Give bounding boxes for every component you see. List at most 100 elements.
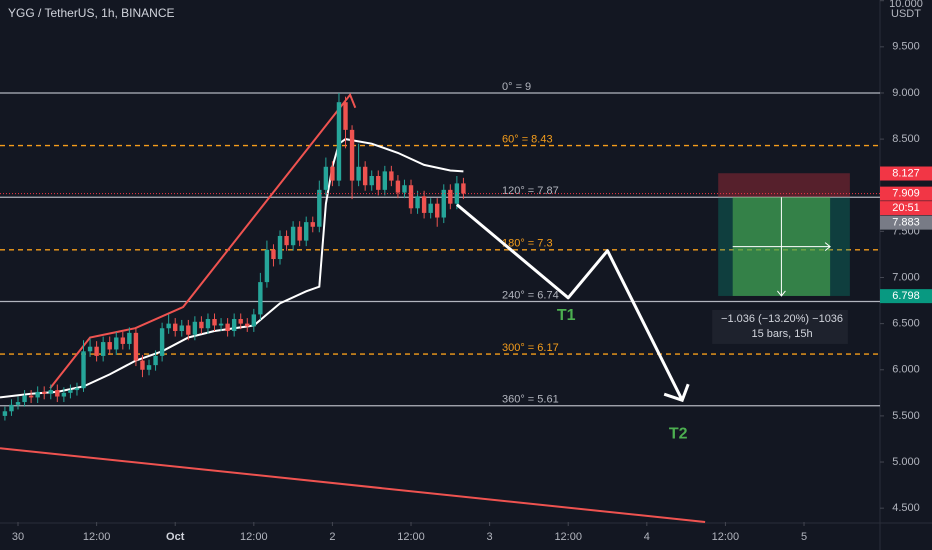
price-tag-label: 20:51 <box>892 202 920 214</box>
y-tick-label: 6.500 <box>892 318 920 330</box>
target-label: T1 <box>557 307 576 324</box>
candle-body <box>277 235 283 260</box>
x-tick-label: 12:00 <box>397 531 425 543</box>
trendline <box>0 447 706 523</box>
candle-body <box>415 196 420 209</box>
fib-label: 240° = 6.74 <box>502 289 559 301</box>
x-tick-label: 4 <box>644 531 650 543</box>
price-tag <box>880 215 932 230</box>
y-tick-label: 10.000 <box>889 0 923 10</box>
price-tag <box>880 201 932 216</box>
y-tick-label: 5.500 <box>892 410 920 422</box>
x-tick-label: 2 <box>329 531 335 543</box>
fib-label: 120° = 7.87 <box>502 185 559 197</box>
candle-body <box>284 235 289 246</box>
candle-body <box>310 222 315 227</box>
candle-body <box>290 226 296 246</box>
price-tag-label: 8.127 <box>892 167 920 179</box>
candle-body <box>264 249 270 283</box>
candle-body <box>441 189 446 218</box>
y-tick-label: 9.000 <box>892 87 920 99</box>
candle-body <box>15 402 21 405</box>
x-tick-label: 12:00 <box>712 531 740 543</box>
candle-body <box>120 337 126 344</box>
y-tick-label: 9.500 <box>892 41 920 53</box>
candle-body <box>22 395 27 403</box>
candle-body <box>192 321 198 335</box>
candle-body <box>343 102 348 130</box>
candle-body <box>448 189 453 204</box>
candle-body <box>323 166 329 190</box>
candle-body <box>55 390 60 397</box>
candle-body <box>225 323 230 332</box>
candle-body <box>461 183 466 194</box>
x-tick-label: 5 <box>801 531 807 543</box>
candle-body <box>402 185 407 193</box>
candle-body <box>376 176 381 190</box>
candle-body <box>81 351 86 389</box>
candle-body <box>133 332 139 361</box>
x-tick-label: 12:00 <box>240 531 268 543</box>
projection <box>455 203 684 401</box>
x-tick-label: 3 <box>487 531 493 543</box>
candle-body <box>369 176 374 186</box>
candle-body <box>74 388 80 391</box>
candle-body <box>199 321 204 329</box>
candle-body <box>48 390 53 394</box>
candle-body <box>28 395 34 398</box>
candle-body <box>408 185 414 209</box>
candle-body <box>389 171 394 181</box>
candle-body <box>9 404 14 412</box>
price-tag-label: 7.909 <box>892 188 920 200</box>
candle-body <box>317 189 322 227</box>
candle-body <box>107 342 112 350</box>
candle-body <box>140 360 145 370</box>
y-tick-label: 7.000 <box>892 271 920 283</box>
fib-label: 360° = 5.61 <box>502 394 559 406</box>
candle-body <box>100 342 106 356</box>
position-info-box <box>712 309 848 344</box>
price-tag-label: 6.798 <box>892 290 920 302</box>
y-tick-label: 6.000 <box>892 364 920 376</box>
fib-label: 0° = 9 <box>502 81 531 93</box>
candle-body <box>35 391 40 398</box>
candle-body <box>42 391 47 394</box>
price-unit: USDT <box>891 8 921 20</box>
candle-body <box>395 180 401 193</box>
candle-body <box>238 319 243 324</box>
y-tick-label: 5.000 <box>892 456 920 468</box>
candle-body <box>68 390 73 393</box>
candle-body <box>166 323 171 329</box>
candle-body <box>382 171 388 190</box>
chart-title: YGG / TetherUS, 1h, BINANCE <box>8 6 175 20</box>
x-tick-label: 30 <box>12 531 24 543</box>
candle-body <box>336 102 342 181</box>
candle-body <box>179 325 184 332</box>
candle-body <box>2 411 8 416</box>
x-tick-label: 12:00 <box>83 531 111 543</box>
price-tag <box>880 186 932 201</box>
fib-label: 300° = 6.17 <box>502 342 559 354</box>
candle-body <box>173 323 178 332</box>
projection-arrow-head <box>663 383 690 403</box>
price-tag-label: 7.883 <box>892 217 920 229</box>
candle-body <box>218 323 224 326</box>
candle-body <box>114 337 119 350</box>
price-tag <box>880 289 932 304</box>
candle-body <box>428 203 433 213</box>
candle-body <box>127 332 132 344</box>
candle-body <box>87 346 93 352</box>
moving-average <box>0 138 464 399</box>
candle-body <box>297 226 302 241</box>
price-tag <box>880 166 932 181</box>
candle-body <box>159 328 165 356</box>
candle-body <box>186 325 191 335</box>
position-info: 15 bars, 15h <box>751 328 812 340</box>
position-info: −1.036 (−13.20%) −1036 <box>721 313 843 325</box>
candle-body <box>421 196 427 213</box>
candle-body <box>258 282 263 315</box>
x-tick-label: 12:00 <box>554 531 582 543</box>
y-tick-label: 8.500 <box>892 133 920 145</box>
candle-body <box>304 222 309 241</box>
